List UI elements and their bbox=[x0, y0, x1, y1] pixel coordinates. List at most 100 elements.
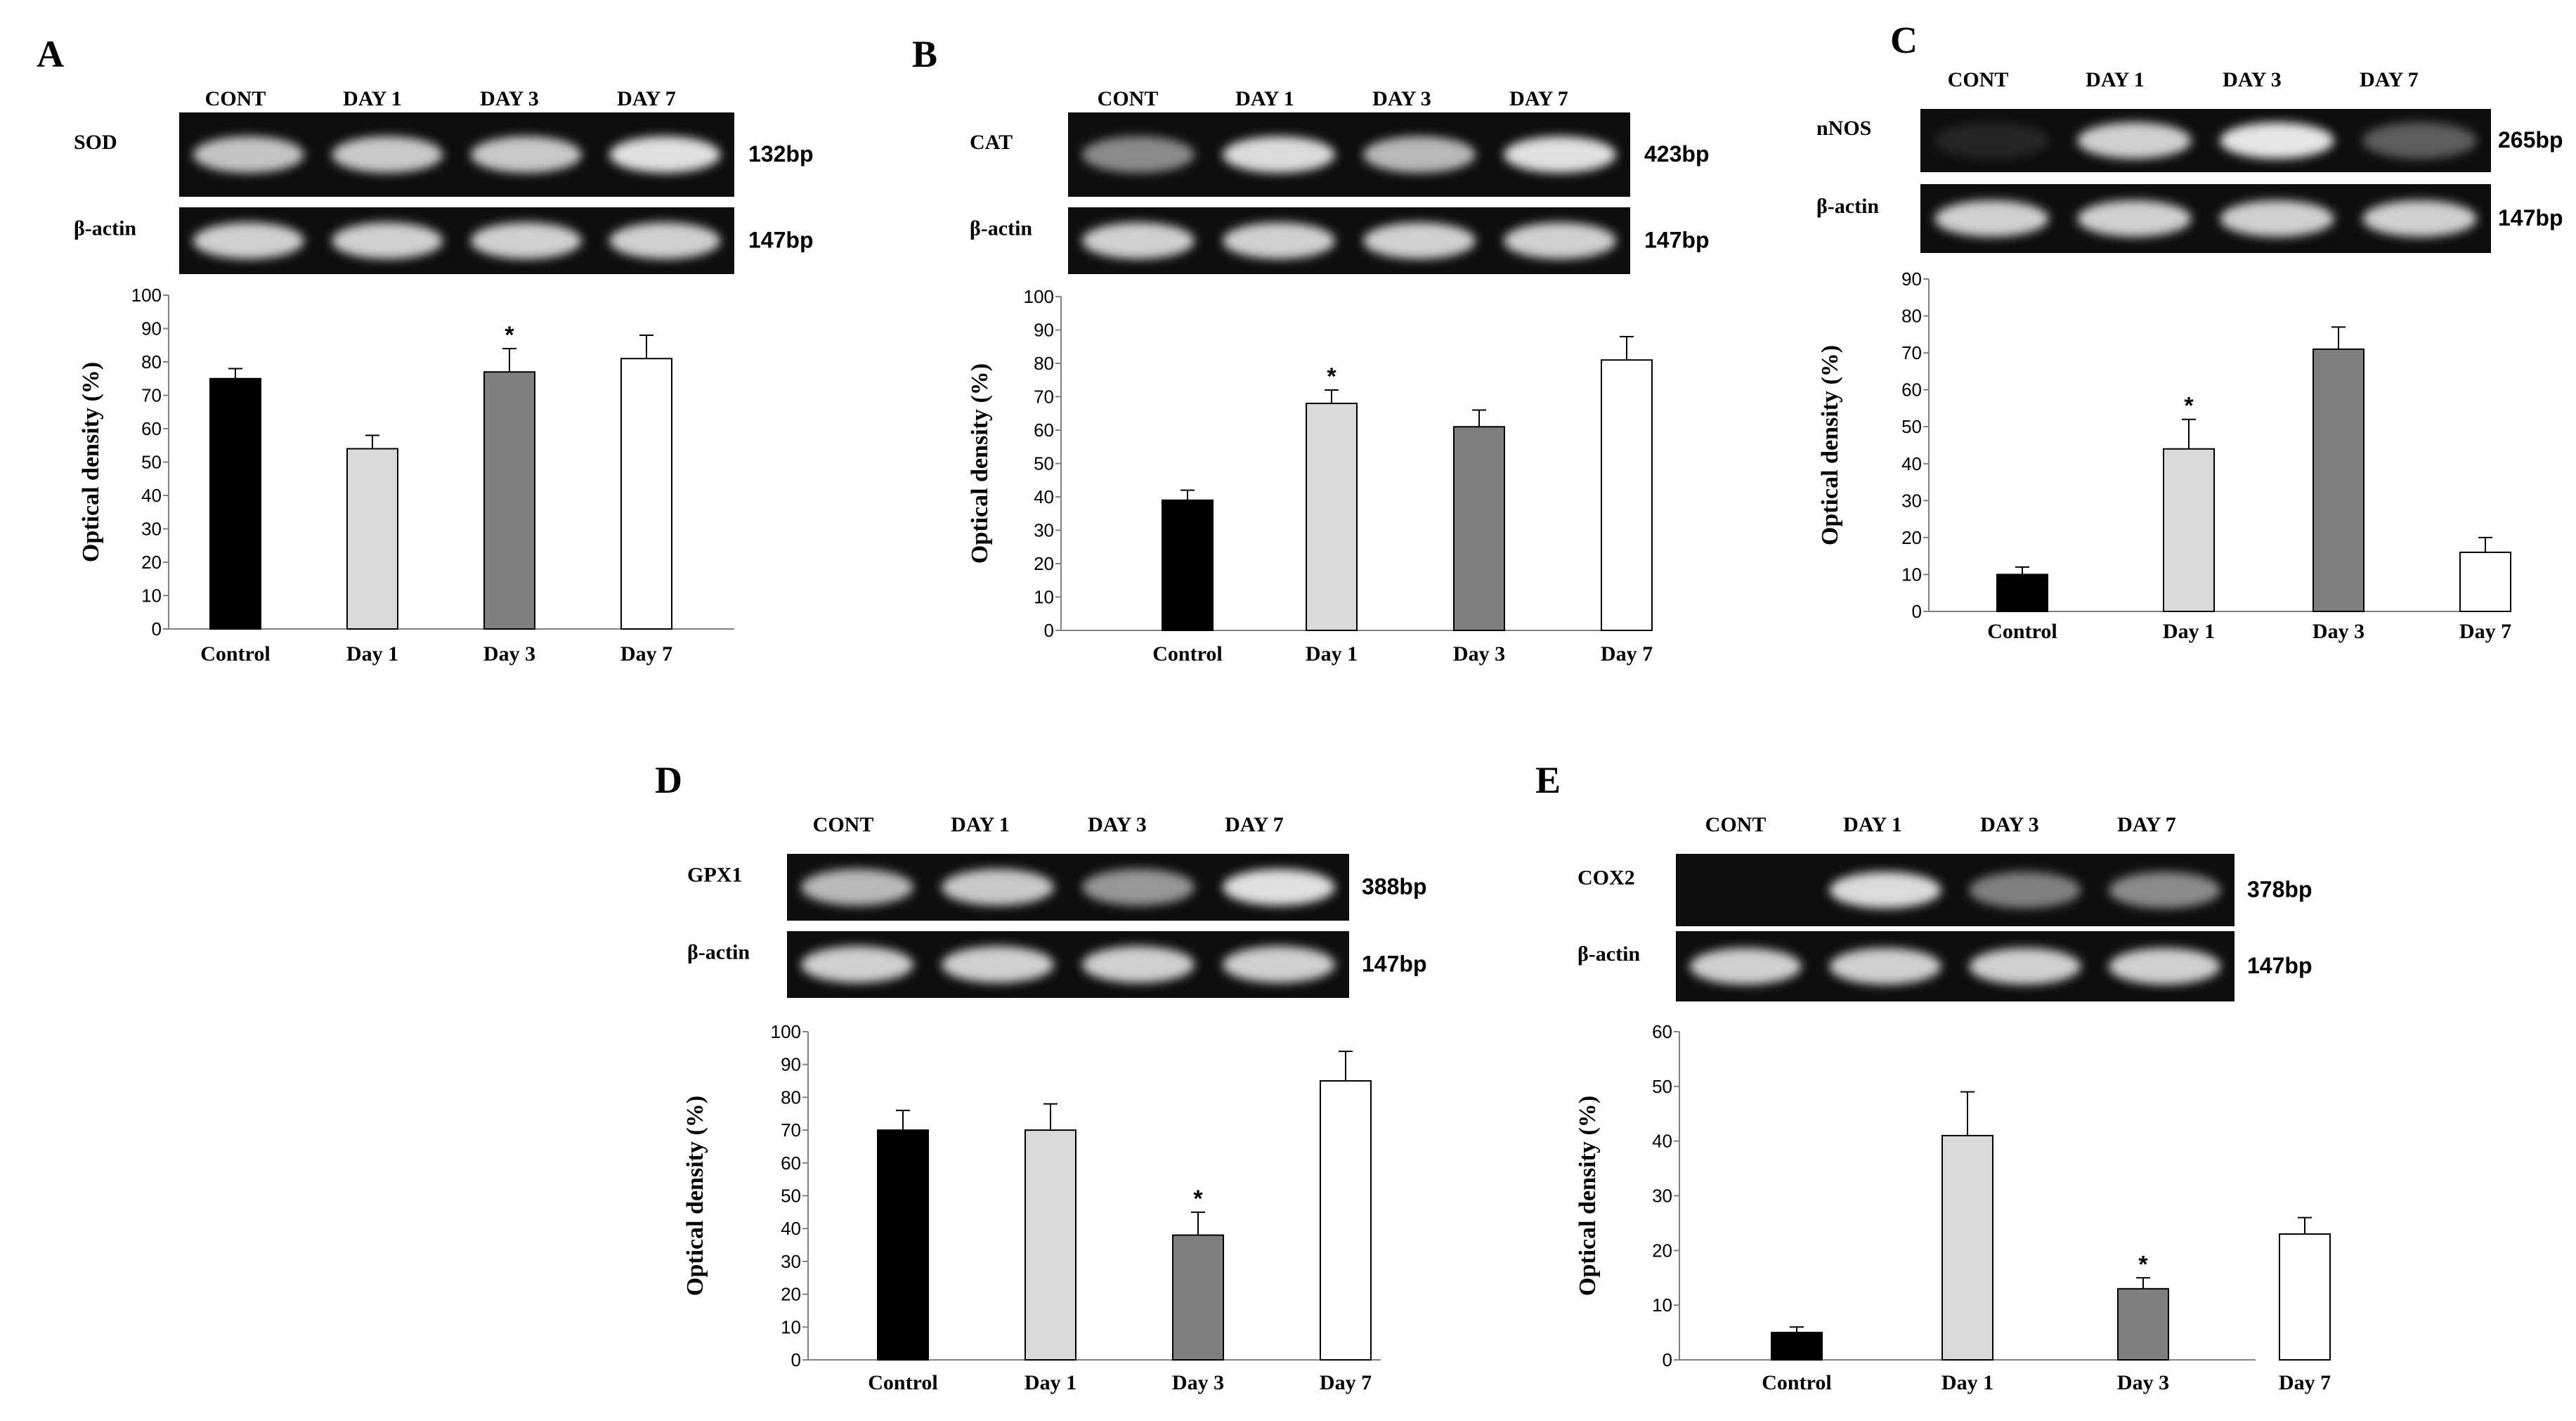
y-tick-label: 50 bbox=[1901, 416, 1922, 437]
band-size: 388bp bbox=[1362, 874, 1426, 900]
bar-day-3 bbox=[483, 371, 535, 630]
y-axis-label: Optical density (%) bbox=[682, 1096, 708, 1296]
y-tick-label: 20 bbox=[781, 1284, 801, 1305]
gel-label: CAT bbox=[970, 131, 1013, 154]
y-tick-label: 0 bbox=[1044, 620, 1054, 641]
bar-day-7 bbox=[2459, 551, 2511, 613]
y-tick-label: 60 bbox=[1652, 1021, 1672, 1042]
panel-letter: D bbox=[655, 759, 682, 801]
gel-band bbox=[942, 869, 1054, 906]
category-label: Day 1 bbox=[2163, 620, 2215, 643]
gel-band bbox=[2220, 122, 2334, 159]
bar-day-1 bbox=[1941, 1134, 1993, 1361]
lane-label: DAY 1 bbox=[343, 87, 402, 110]
y-axis-label: Optical density (%) bbox=[1575, 1096, 1601, 1296]
panel-c: C CONT DAY 1 DAY 3 DAY 7 nNOS 265bp β-actin 147b… bbox=[1816, 19, 2563, 643]
gel-band bbox=[193, 222, 304, 259]
y-tick-label: 10 bbox=[141, 585, 162, 606]
category-label: Day 7 bbox=[1601, 642, 1653, 666]
bar-control bbox=[209, 377, 261, 630]
category-label: Control bbox=[1152, 642, 1222, 666]
y-tick-label: 50 bbox=[1034, 453, 1054, 474]
y-tick-label: 10 bbox=[1034, 587, 1054, 608]
panel-a: A CONT DAY 1 DAY 3 DAY 7 SOD 132bp β-actin 147bp… bbox=[37, 33, 813, 666]
lane-label: CONT bbox=[813, 813, 874, 836]
gel-band bbox=[2220, 200, 2334, 237]
y-tick-label: 30 bbox=[141, 519, 162, 540]
y-tick-label: 60 bbox=[141, 418, 162, 439]
gel-band bbox=[1504, 222, 1616, 259]
category-label: Day 3 bbox=[1172, 1371, 1224, 1394]
category-label: Day 1 bbox=[1941, 1371, 1993, 1394]
band-size: 147bp bbox=[1644, 228, 1709, 253]
panel-d: D CONT DAY 1 DAY 3 DAY 7 GPX1 388bp β-actin 147b… bbox=[655, 759, 1426, 1394]
band-size: 147bp bbox=[2247, 953, 2312, 978]
y-tick-label: 80 bbox=[1034, 353, 1054, 374]
y-axis-label: Optical density (%) bbox=[78, 362, 104, 562]
gel-band bbox=[1969, 871, 2081, 909]
y-tick-label: 50 bbox=[1652, 1076, 1672, 1097]
category-label: Day 7 bbox=[620, 642, 672, 666]
gel-band bbox=[1969, 948, 2081, 985]
gel-band bbox=[1223, 869, 1335, 906]
bar-control bbox=[1162, 499, 1214, 631]
panel-letter: E bbox=[1535, 759, 1561, 801]
gel-band bbox=[1504, 136, 1616, 173]
gel-band bbox=[1689, 948, 1802, 985]
y-tick-label: 70 bbox=[1034, 387, 1054, 408]
panel-letter: C bbox=[1890, 19, 1918, 61]
lane-label: DAY 3 bbox=[1980, 813, 2039, 836]
y-tick-label: 0 bbox=[152, 618, 162, 640]
bar-day-1 bbox=[346, 448, 398, 630]
category-label: Day 3 bbox=[1453, 642, 1505, 666]
y-tick-label: 60 bbox=[1034, 420, 1054, 441]
y-tick-label: 80 bbox=[781, 1086, 801, 1108]
y-tick-label: 0 bbox=[791, 1349, 801, 1370]
y-tick-label: 10 bbox=[781, 1316, 801, 1337]
lane-label: DAY 1 bbox=[2086, 68, 2145, 91]
y-tick-label: 50 bbox=[781, 1186, 801, 1207]
y-tick-label: 90 bbox=[1901, 268, 1922, 290]
lane-label: DAY 3 bbox=[1372, 87, 1431, 110]
significance-marker: * bbox=[2184, 393, 2194, 420]
y-tick-label: 30 bbox=[1901, 490, 1922, 511]
gel-band bbox=[609, 222, 721, 259]
gel-band bbox=[1223, 946, 1335, 983]
panel-b: B CONT DAY 1 DAY 3 DAY 7 CAT 423bp β-actin 147bp… bbox=[912, 33, 1709, 666]
gel-band bbox=[1363, 222, 1476, 259]
y-axis-label: Optical density (%) bbox=[967, 363, 993, 564]
bar-day-7 bbox=[1320, 1080, 1372, 1361]
gel-band bbox=[332, 222, 443, 259]
gel-band bbox=[2077, 122, 2192, 159]
bar-day-3 bbox=[2117, 1287, 2169, 1361]
lane-label: CONT bbox=[205, 87, 266, 110]
y-tick-label: 20 bbox=[1034, 553, 1054, 574]
band-size: 378bp bbox=[2247, 877, 2312, 902]
gel-label: β-actin bbox=[687, 941, 750, 964]
bar-control bbox=[1771, 1332, 1823, 1361]
gel-label: GPX1 bbox=[687, 864, 742, 887]
lane-label: CONT bbox=[1705, 813, 1767, 836]
y-tick-label: 100 bbox=[1024, 286, 1054, 307]
lane-label: DAY 7 bbox=[2117, 813, 2176, 836]
lane-label: DAY 7 bbox=[2360, 68, 2419, 91]
y-tick-label: 40 bbox=[141, 485, 162, 506]
significance-marker: * bbox=[1327, 363, 1336, 390]
gel-band bbox=[1934, 122, 2049, 159]
lane-label: DAY 3 bbox=[1088, 813, 1147, 836]
panel-letter: B bbox=[912, 33, 937, 75]
y-tick-label: 60 bbox=[1901, 379, 1922, 401]
y-tick-label: 10 bbox=[1652, 1295, 1672, 1316]
gel-label: β-actin bbox=[74, 217, 136, 240]
significance-marker: * bbox=[505, 322, 514, 349]
gel-band bbox=[2362, 122, 2477, 159]
bar-control bbox=[877, 1129, 929, 1361]
category-label: Control bbox=[1762, 1371, 1831, 1394]
y-tick-label: 50 bbox=[141, 452, 162, 473]
bar-day-3 bbox=[1453, 426, 1505, 631]
gel-band bbox=[1082, 869, 1195, 906]
bar-day-3 bbox=[2312, 348, 2364, 612]
lane-label: DAY 7 bbox=[1225, 813, 1284, 836]
category-label: Day 3 bbox=[483, 642, 535, 666]
bar-day-3 bbox=[1172, 1234, 1224, 1361]
